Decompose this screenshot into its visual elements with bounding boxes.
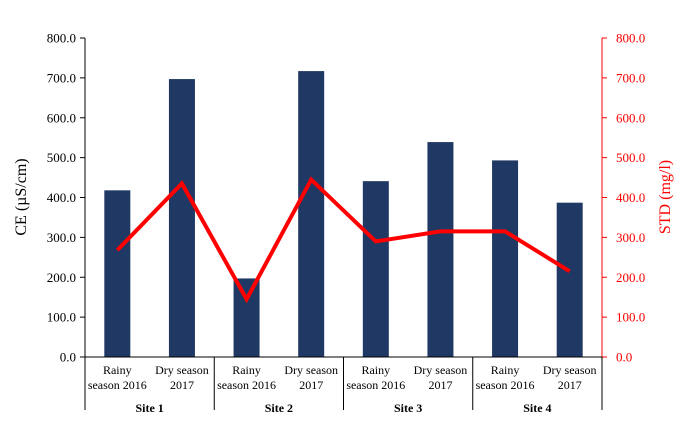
group-label: Site 1 — [135, 401, 163, 415]
bar — [556, 202, 583, 357]
left-tick-label: 800.0 — [47, 31, 76, 46]
bar — [362, 181, 389, 357]
category-label: Dry season 2017 — [414, 363, 468, 392]
left-axis-ticks: 0.0 100.0 200.0 300.0 400.0 500.0 600.0 700.0 80… — [47, 31, 85, 365]
line-series — [115, 176, 571, 304]
left-tick-label: 200.0 — [47, 270, 76, 285]
left-tick-label: 0.0 — [60, 350, 76, 365]
right-tick-label: 500.0 — [616, 150, 645, 165]
category-label: Rainy season 2016 — [217, 363, 276, 392]
category-label: Rainy season 2016 — [476, 363, 535, 392]
left-tick-label: 400.0 — [47, 190, 76, 205]
category-label: Rainy season 2016 — [88, 363, 147, 392]
group-label: Site 3 — [394, 401, 422, 415]
bar — [492, 160, 519, 357]
axes — [84, 38, 603, 358]
right-axis-ticks: 0.0 100.0 200.0 300.0 400.0 500.0 600.0 700.0 80… — [602, 31, 645, 365]
bar — [233, 278, 260, 357]
group-label: Site 4 — [523, 401, 551, 415]
right-tick-label: 800.0 — [616, 31, 645, 46]
std-line — [115, 176, 571, 304]
group-labels: Site 1 Site 2 Site 3 Site 4 — [84, 357, 603, 415]
left-tick-label: 100.0 — [47, 310, 76, 325]
category-labels: Rainy season 2016 Dry season 2017 Rainy seaso… — [88, 363, 597, 392]
category-label: Dry season 2017 — [543, 363, 597, 392]
bar-series — [104, 71, 583, 357]
right-tick-label: 700.0 — [616, 70, 645, 85]
right-tick-label: 300.0 — [616, 230, 645, 245]
right-tick-label: 100.0 — [616, 310, 645, 325]
right-tick-label: 400.0 — [616, 190, 645, 205]
category-label: Dry season 2017 — [284, 363, 338, 392]
bar — [104, 190, 131, 357]
right-tick-label: 0.0 — [616, 350, 632, 365]
category-label: Dry season 2017 — [155, 363, 209, 392]
bar — [168, 79, 195, 357]
bar — [427, 142, 454, 357]
category-label: Rainy season 2016 — [346, 363, 405, 392]
left-tick-label: 700.0 — [47, 70, 76, 85]
left-axis-title: CE (µS/cm) — [13, 158, 30, 235]
left-tick-label: 500.0 — [47, 150, 76, 165]
group-label: Site 2 — [265, 401, 293, 415]
right-tick-label: 200.0 — [616, 270, 645, 285]
right-tick-label: 600.0 — [616, 110, 645, 125]
bar — [298, 71, 325, 357]
right-axis-title: STD (mg/l) — [657, 160, 674, 234]
left-tick-label: 600.0 — [47, 110, 76, 125]
left-tick-label: 300.0 — [47, 230, 76, 245]
